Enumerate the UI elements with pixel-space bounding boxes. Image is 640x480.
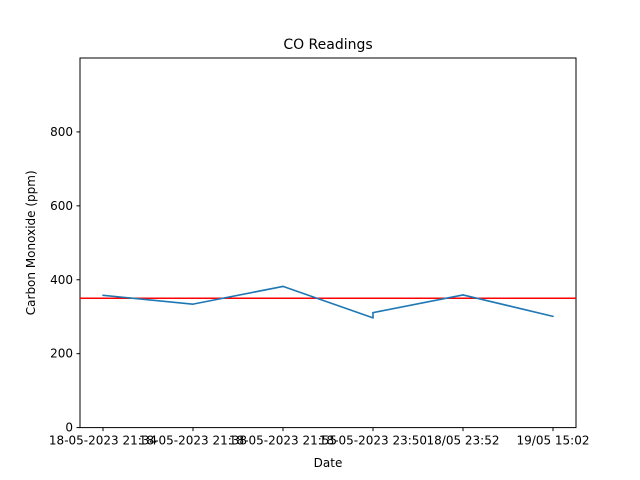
x-tick-label: 18-05-2023 21:55 bbox=[229, 434, 337, 448]
data-point bbox=[372, 317, 374, 319]
data-point bbox=[462, 294, 464, 296]
y-axis: 0 200 400 600 800 bbox=[50, 125, 80, 435]
x-tick-label: 18-05-2023 23:50 bbox=[319, 434, 427, 448]
x-tick-label: 18/05 23:52 bbox=[427, 434, 500, 448]
x-tick-label: 18-05-2023 21:38 bbox=[139, 434, 247, 448]
x-axis-label: Date bbox=[314, 456, 343, 470]
y-tick-label: 200 bbox=[50, 347, 73, 361]
y-axis-label: Carbon Monoxide (ppm) bbox=[24, 170, 38, 315]
y-tick-label: 800 bbox=[50, 125, 73, 139]
data-point bbox=[372, 311, 374, 314]
data-point bbox=[102, 294, 104, 297]
x-tick-label: 18-05-2023 21:34 bbox=[49, 434, 157, 448]
chart-title: CO Readings bbox=[283, 37, 372, 53]
plot-frame bbox=[79, 57, 577, 429]
x-tick-label: 19/05 15:02 bbox=[517, 434, 590, 448]
data-point bbox=[282, 285, 284, 288]
y-tick-label: 400 bbox=[50, 273, 73, 287]
co-series-line bbox=[102, 285, 554, 319]
data-point bbox=[552, 315, 554, 318]
plot-area bbox=[79, 57, 577, 429]
y-tick-label: 600 bbox=[50, 199, 73, 213]
y-tick-label: 0 bbox=[65, 421, 73, 435]
data-point bbox=[192, 303, 194, 305]
